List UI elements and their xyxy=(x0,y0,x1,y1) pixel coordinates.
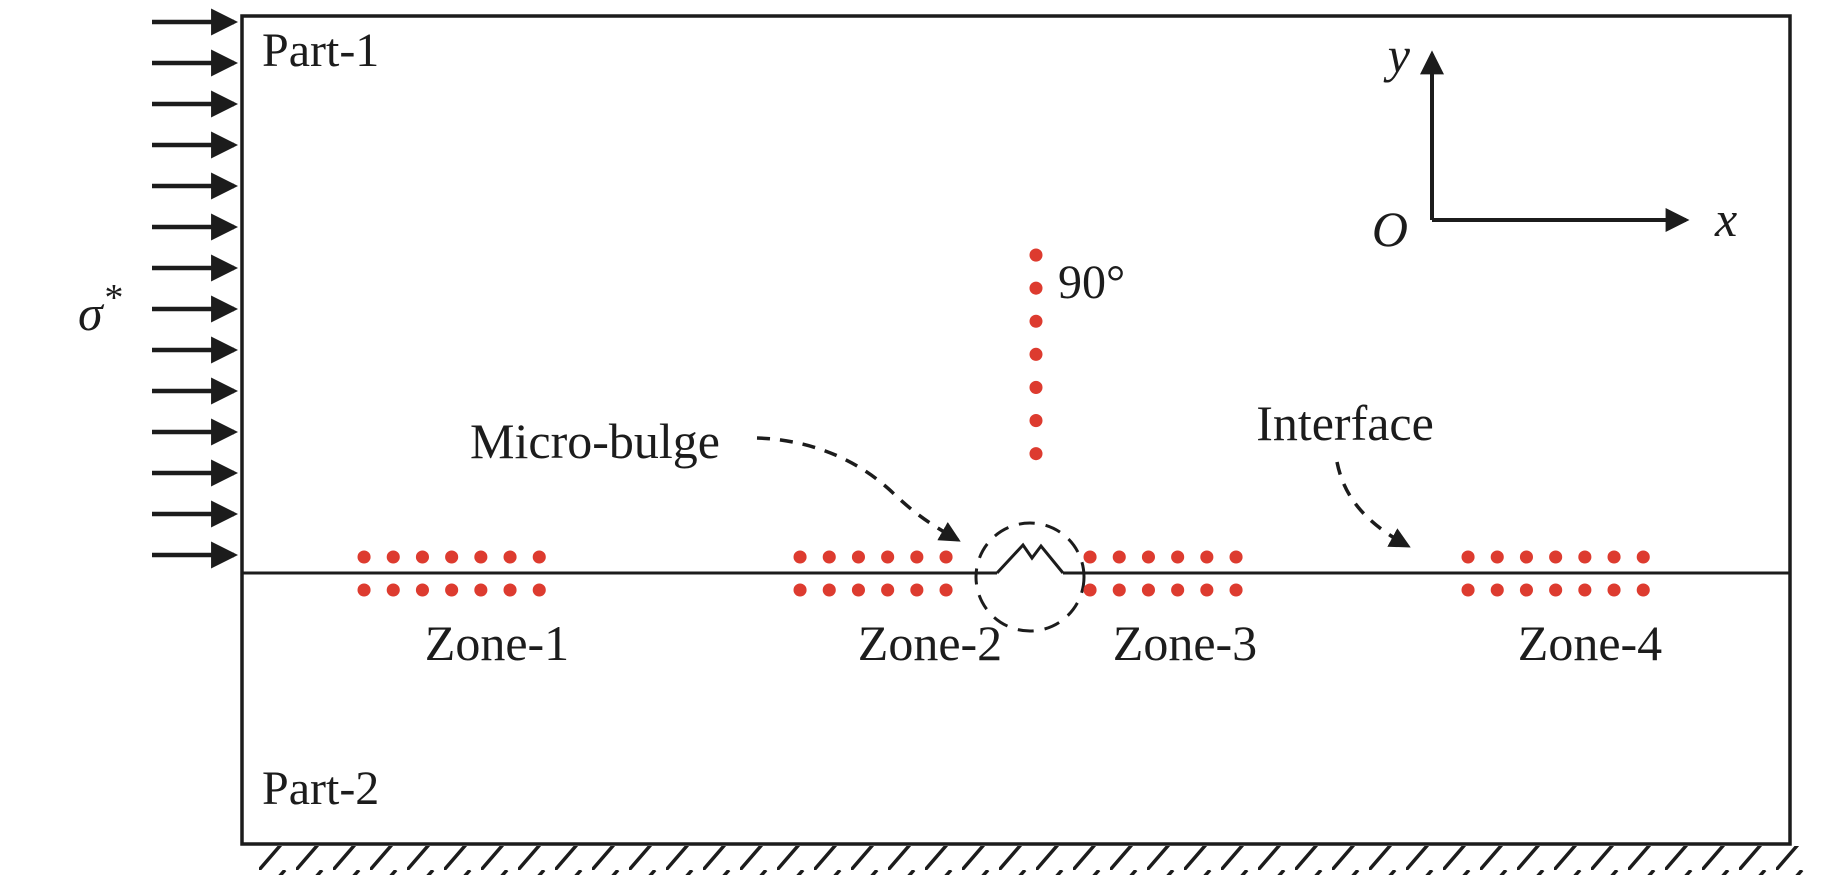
ground-hatching xyxy=(252,846,1808,875)
sigma-superscript: * xyxy=(103,277,122,319)
zone-dot-rows xyxy=(357,550,1679,597)
zone-4-label: Zone-4 xyxy=(1518,615,1662,671)
y-axis-label: y xyxy=(1383,27,1411,83)
part2-label: Part-2 xyxy=(262,762,379,815)
micro-bulge-shape xyxy=(995,542,1065,575)
part1-label: Part-1 xyxy=(262,24,379,77)
specimen-outline xyxy=(240,14,1792,846)
x-axis-label: x xyxy=(1714,191,1737,247)
micro-bulge-circle xyxy=(974,521,1086,633)
stress-arrow-group xyxy=(152,8,239,569)
coordinate-axes: y x O xyxy=(1372,27,1737,257)
interface-label: Interface xyxy=(1256,395,1434,451)
zone-2-label: Zone-2 xyxy=(858,615,1002,671)
micro-bulge-label: Micro-bulge xyxy=(470,413,720,469)
zone-3-label: Zone-3 xyxy=(1113,615,1257,671)
sigma-symbol: σ xyxy=(78,285,105,341)
stress-label: σ* xyxy=(78,277,122,341)
interface-leader-arrow xyxy=(1335,461,1411,548)
micro-bulge-leader-arrow xyxy=(756,436,961,542)
zone-1-label: Zone-1 xyxy=(425,615,569,671)
origin-label: O xyxy=(1372,201,1408,257)
angle-label: 90° xyxy=(1058,256,1125,309)
